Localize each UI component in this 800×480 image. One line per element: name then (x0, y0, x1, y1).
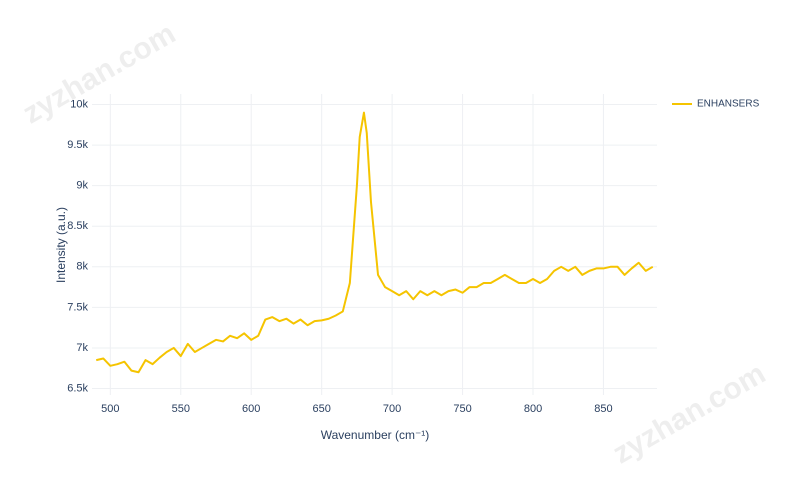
data-line (96, 111, 654, 374)
y-tick-label: 8.5k (67, 220, 88, 232)
x-tick-label: 750 (453, 403, 471, 415)
y-tick-label: 7k (76, 342, 88, 354)
x-tick-label: 650 (312, 403, 330, 415)
y-tick-label: 10k (70, 98, 88, 110)
x-tick-label: 850 (594, 403, 612, 415)
y-tick-label: 9.5k (67, 139, 88, 151)
legend-label: ENHANSERS (697, 99, 760, 110)
y-tick-label: 9k (76, 180, 88, 192)
x-tick-label: 800 (524, 403, 542, 415)
y-tick-label: 8k (76, 261, 88, 273)
watermark: zyzhan.com (607, 357, 771, 471)
y-axis-title: Intensity (a.u.) (54, 207, 68, 283)
y-tick-label: 7.5k (67, 301, 88, 313)
x-tick-label: 500 (101, 403, 119, 415)
x-axis-title: Wavenumber (cm⁻¹) (321, 428, 430, 442)
x-tick-label: 550 (172, 403, 190, 415)
x-tick-label: 600 (242, 403, 260, 415)
watermark: zyzhan.com (17, 17, 181, 131)
x-tick-label: 700 (383, 403, 401, 415)
y-tick-label: 6.5k (67, 382, 88, 394)
